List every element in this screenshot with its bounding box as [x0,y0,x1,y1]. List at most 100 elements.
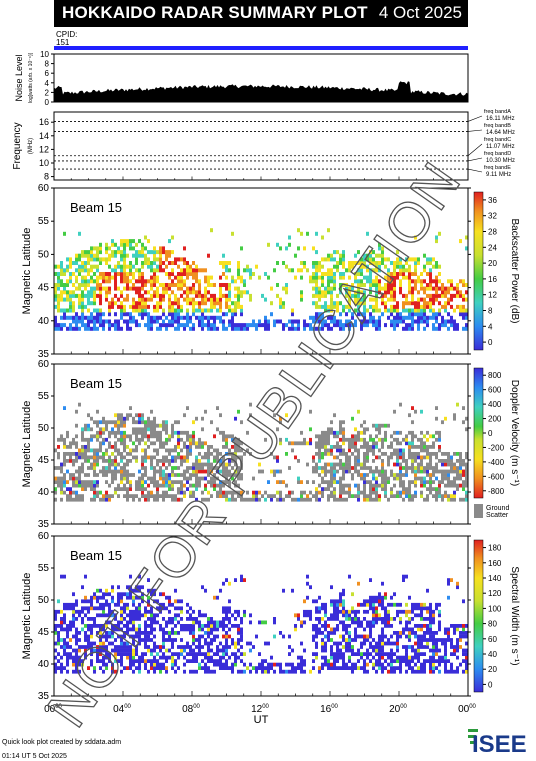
colorbar-tick-label: 0 [488,429,493,438]
spectral-width-panel: 35 40 45 50 55 60 Magnetic Latitude Beam 15 0 20 4… [21,531,520,702]
latitude-tick-label: 40 [38,487,50,498]
latitude-axis-label: Magnetic Latitude [21,573,33,660]
noise-ytick-label: 4 [45,79,50,88]
plot-title: HOKKAIDO RADAR SUMMARY PLOT [62,3,368,22]
beam-label: Beam 15 [70,376,122,391]
latitude-tick-label: 50 [38,595,50,606]
frequency-band-mhz: 9.11 MHz [486,172,511,178]
latitude-tick-label: 35 [38,691,50,702]
x-axis-label: UT [254,714,269,726]
colorbar-tick-label: 800 [488,371,502,380]
colorbar-tick-label: 20 [488,665,497,674]
latitude-tick-label: 40 [38,316,50,327]
x-tick-label: 0800 [182,704,200,715]
colorbar-tick-label: 200 [488,415,502,424]
frequency-band-name: freq bandA [484,109,511,115]
colorbar-label: Backscatter Power (dB) [509,218,520,323]
colorbar-tick-label: 140 [488,574,502,583]
colorbar-tick-label: 8 [488,307,493,316]
latitude-tick-label: 60 [38,183,50,194]
beam-label: Beam 15 [70,200,122,215]
colorbar-label: Doppler Velocity (m s⁻¹) [509,380,520,486]
latitude-tick-label: 50 [38,249,50,260]
x-axis: 0000 0400 0800 1200 1600 2000 0000 [44,98,477,715]
cpid-value: 151 [56,38,70,47]
title-bar: HOKKAIDO RADAR SUMMARY PLOT 4 Oct 2025 [54,0,468,27]
ground-scatter-label: Scatter [486,512,509,519]
noise-ylabel: Noise Level [14,54,24,101]
frequency-band-name: freq bandB [484,123,511,129]
colorbar [473,191,484,351]
colorbar-tick-label: 180 [488,544,502,553]
frequency-ytick-label: 16 [39,117,49,127]
colorbar-tick-label: 16 [488,275,497,284]
frequency-unit: (MHz) [28,138,34,154]
colorbar-tick-label: 0 [488,338,493,347]
colorbar [473,367,484,499]
noise-ytick-label: 2 [45,88,50,97]
latitude-axis-label: Magnetic Latitude [21,228,33,315]
colorbar-tick-label: 600 [488,386,502,395]
latitude-tick-label: 60 [38,531,50,542]
noise-ytick-label: 10 [40,50,49,59]
isee-logo: ISEE [468,729,527,758]
noise-ytick-label: 0 [45,98,50,107]
latitude-tick-label: 55 [38,563,50,574]
latitude-tick-label: 40 [38,659,50,670]
frequency-band-name: freq bandD [484,151,511,157]
colorbar-tick-label: 4 [488,322,493,331]
frequency-ytick-label: 8 [44,172,49,182]
latitude-tick-label: 45 [38,283,50,294]
latitude-tick-label: 55 [38,216,50,227]
noise-ylabel-sub: log[watts (arb. x 10⁻⁶)] [28,52,34,103]
colorbar-tick-label: 20 [488,259,497,268]
latitude-axis-label: Magnetic Latitude [21,401,33,488]
latitude-tick-label: 35 [38,519,50,530]
frequency-band-mhz: 11.07 MHz [486,144,515,150]
backscatter-power-panel: 35 40 45 50 55 60 Magnetic Latitude Beam 15 0 4 8 1… [21,183,520,360]
cpid-label: CPID: [56,30,77,39]
latitude-tick-label: 60 [38,359,50,370]
x-tick-label: 0400 [113,704,131,715]
colorbar [473,539,484,693]
colorbar-tick-label: 28 [488,228,497,237]
colorbar-tick-label: 24 [488,243,497,252]
colorbar-tick-label: -400 [488,458,505,467]
ground-scatter-swatch [474,504,483,518]
footer-timestamp: 01:14 UT 5 Oct 2025 [2,753,67,760]
colorbar-tick-label: 120 [488,589,502,598]
noise-ytick-label: 8 [45,60,50,69]
beam-label: Beam 15 [70,548,122,563]
footer-created-by: Quick look plot created by sddata.adm [2,739,121,746]
echo-cells [54,402,468,502]
latitude-tick-label: 55 [38,391,50,402]
latitude-tick-label: 35 [38,349,50,360]
frequency-ytick-label: 12 [39,144,49,154]
colorbar-tick-label: 36 [488,196,497,205]
echo-cells [54,228,468,331]
frequency-band-mhz: 14.64 MHz [486,130,515,136]
echo-cells [54,574,468,674]
x-tick-label: 0000 [44,704,62,715]
frequency-ytick-label: 14 [39,131,49,141]
latitude-tick-label: 45 [38,627,50,638]
doppler-velocity-panel: 35 40 45 50 55 60 Magnetic Latitude Beam 15 -800… [21,359,520,530]
colorbar-tick-label: 60 [488,635,497,644]
frequency-band-mhz: 10.30 MHz [486,158,515,164]
colorbar-tick-label: -600 [488,472,505,481]
logo-text: ISEE [472,731,527,758]
noise-level-trace [54,81,468,102]
frequency-ytick-label: 10 [39,158,49,168]
ground-scatter-label: Ground [486,505,509,512]
plot-date: 4 Oct 2025 [378,3,462,22]
colorbar-tick-label: 32 [488,212,497,221]
frequency-band-name: freq bandE [484,165,511,171]
frequency-band-mhz: 16.11 MHz [486,116,515,122]
x-tick-label: 0000 [458,704,476,715]
colorbar-tick-label: 400 [488,400,502,409]
frequency-panel: 8 10 12 14 16 Frequency (MHz) freq bandA16.1… [12,109,515,182]
colorbar-tick-label: 100 [488,604,502,613]
frequency-band-name: freq bandC [484,137,511,143]
colorbar-tick-label: 40 [488,650,497,659]
latitude-tick-label: 45 [38,455,50,466]
